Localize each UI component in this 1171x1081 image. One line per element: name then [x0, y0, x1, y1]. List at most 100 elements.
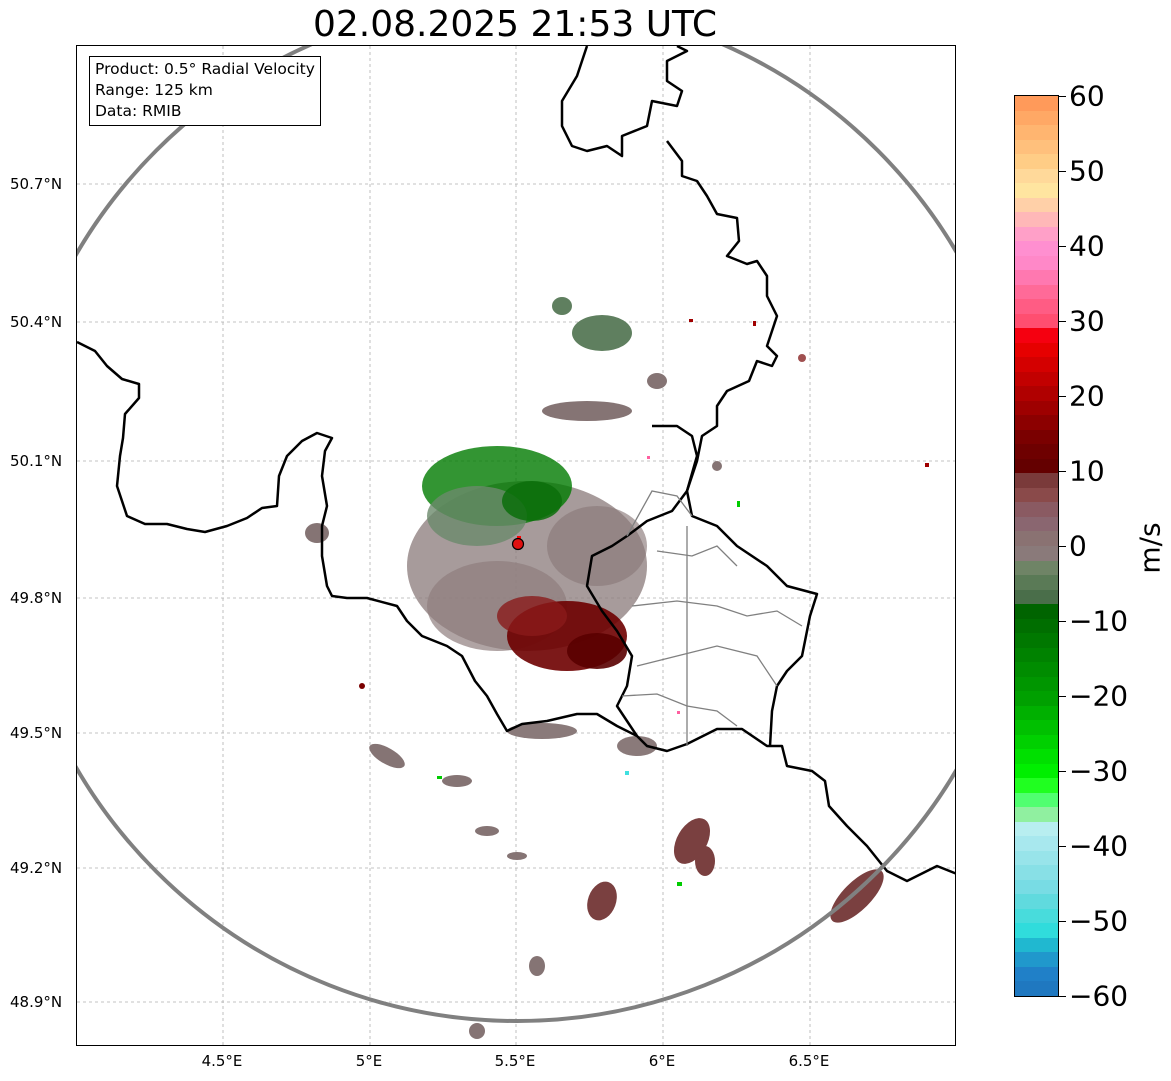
lat-label: 49.5°N — [10, 724, 63, 742]
colorbar-segment — [1015, 807, 1058, 823]
colorbar-segment — [1015, 734, 1058, 751]
colorbar-segment — [1015, 299, 1058, 315]
lat-label: 49.8°N — [10, 589, 63, 607]
colorbar-tick-label: −20 — [1069, 679, 1129, 713]
country-borders — [77, 46, 955, 883]
colorbar-segment — [1015, 676, 1058, 693]
colorbar-segment — [1015, 589, 1058, 606]
colorbar-segment — [1015, 226, 1058, 243]
colorbar-segment — [1015, 691, 1058, 707]
colorbar-segment — [1015, 502, 1058, 518]
lon-label: 5.5°E — [494, 1052, 536, 1070]
colorbar-segment — [1015, 894, 1058, 910]
colorbar-segment — [1015, 357, 1058, 373]
colorbar-tick-label: 40 — [1069, 229, 1105, 263]
colorbar-tick — [1059, 846, 1066, 847]
colorbar-tick-label: −60 — [1069, 979, 1129, 1013]
colorbar-segment — [1015, 197, 1058, 214]
colorbar-tick — [1059, 696, 1066, 697]
colorbar-segment — [1015, 792, 1058, 809]
info-range: Range: 125 km — [95, 81, 213, 99]
colorbar-segment — [1015, 255, 1058, 272]
colorbar-segment — [1015, 125, 1058, 141]
colorbar-tick — [1059, 321, 1066, 322]
colorbar-tick-label: 10 — [1069, 454, 1105, 488]
colorbar-segment — [1015, 96, 1058, 112]
colorbar-segment — [1015, 284, 1058, 301]
colorbar-tick — [1059, 771, 1066, 772]
colorbar-segment — [1015, 386, 1058, 402]
colorbar-segment — [1015, 778, 1058, 794]
colorbar-segment — [1015, 966, 1058, 983]
colorbar-tick-label: 60 — [1069, 79, 1105, 113]
colorbar-segment — [1015, 836, 1058, 852]
colorbar-tick — [1059, 546, 1066, 547]
colorbar-segment — [1015, 575, 1058, 591]
radar-map-canvas — [77, 46, 955, 1045]
colorbar-segment — [1015, 647, 1058, 664]
range-ring — [77, 46, 955, 1023]
lon-label: 5°E — [355, 1052, 383, 1070]
radar-map[interactable] — [76, 45, 956, 1046]
info-box: Product: 0.5° Radial Velocity Range: 125… — [89, 56, 321, 126]
colorbar-segment — [1015, 937, 1058, 954]
info-product: Product: 0.5° Radial Velocity — [95, 60, 315, 78]
lat-label: 50.7°N — [10, 175, 63, 193]
map-title: 02.08.2025 21:53 UTC — [312, 4, 718, 45]
colorbar-segment — [1015, 313, 1058, 330]
radar-site-marker — [511, 537, 525, 551]
velocity-colorbar — [1014, 95, 1059, 997]
colorbar-segment — [1015, 415, 1058, 431]
colorbar-segment — [1015, 546, 1058, 562]
colorbar-segment — [1015, 458, 1058, 475]
colorbar-segment — [1015, 371, 1058, 388]
colorbar-segment — [1015, 531, 1058, 547]
colorbar-segment — [1015, 473, 1058, 489]
colorbar-segment — [1015, 444, 1058, 460]
colorbar-tick-label: −40 — [1069, 829, 1129, 863]
colorbar-tick-label: −50 — [1069, 904, 1129, 938]
colorbar-segment — [1015, 400, 1058, 417]
colorbar-segment — [1015, 618, 1058, 635]
colorbar-tick — [1059, 96, 1066, 97]
lat-label: 48.9°N — [10, 993, 63, 1011]
colorbar-tick-label: 50 — [1069, 154, 1105, 188]
colorbar-segment — [1015, 720, 1058, 736]
colorbar-segment — [1015, 763, 1058, 780]
colorbar-segment — [1015, 139, 1058, 156]
colorbar-segment — [1015, 516, 1058, 533]
colorbar-tick — [1059, 171, 1066, 172]
colorbar-tick — [1059, 396, 1066, 397]
colorbar-tick-label: 20 — [1069, 379, 1105, 413]
colorbar-segment — [1015, 342, 1058, 359]
colorbar-segment — [1015, 604, 1058, 620]
colorbar-segment — [1015, 923, 1058, 939]
lon-label: 4.5°E — [201, 1052, 243, 1070]
colorbar-segment — [1015, 633, 1058, 649]
colorbar-tick-label: −30 — [1069, 754, 1129, 788]
colorbar-tick — [1059, 996, 1066, 997]
velocity-echoes — [305, 297, 929, 1039]
colorbar-segment — [1015, 705, 1058, 722]
colorbar-segment — [1015, 981, 1058, 996]
lat-label: 50.4°N — [10, 313, 63, 331]
colorbar-segment — [1015, 241, 1058, 257]
colorbar-segment — [1015, 879, 1058, 896]
colorbar-segment — [1015, 110, 1058, 127]
lat-label: 50.1°N — [10, 452, 63, 470]
colorbar-tick-label: 0 — [1069, 529, 1087, 563]
lat-label: 49.2°N — [10, 859, 63, 877]
colorbar-tick-label: 30 — [1069, 304, 1105, 338]
colorbar-segment — [1015, 749, 1058, 765]
colorbar-segment — [1015, 850, 1058, 867]
colorbar-tick — [1059, 621, 1066, 622]
colorbar-tick-label: −10 — [1069, 604, 1129, 638]
colorbar-segment — [1015, 212, 1058, 228]
admin-boundaries — [621, 490, 803, 746]
colorbar-segment — [1015, 168, 1058, 185]
colorbar-tick — [1059, 471, 1066, 472]
colorbar-segment — [1015, 429, 1058, 446]
colorbar-segment — [1015, 865, 1058, 881]
colorbar-segment — [1015, 270, 1058, 286]
colorbar-segment — [1015, 328, 1058, 344]
